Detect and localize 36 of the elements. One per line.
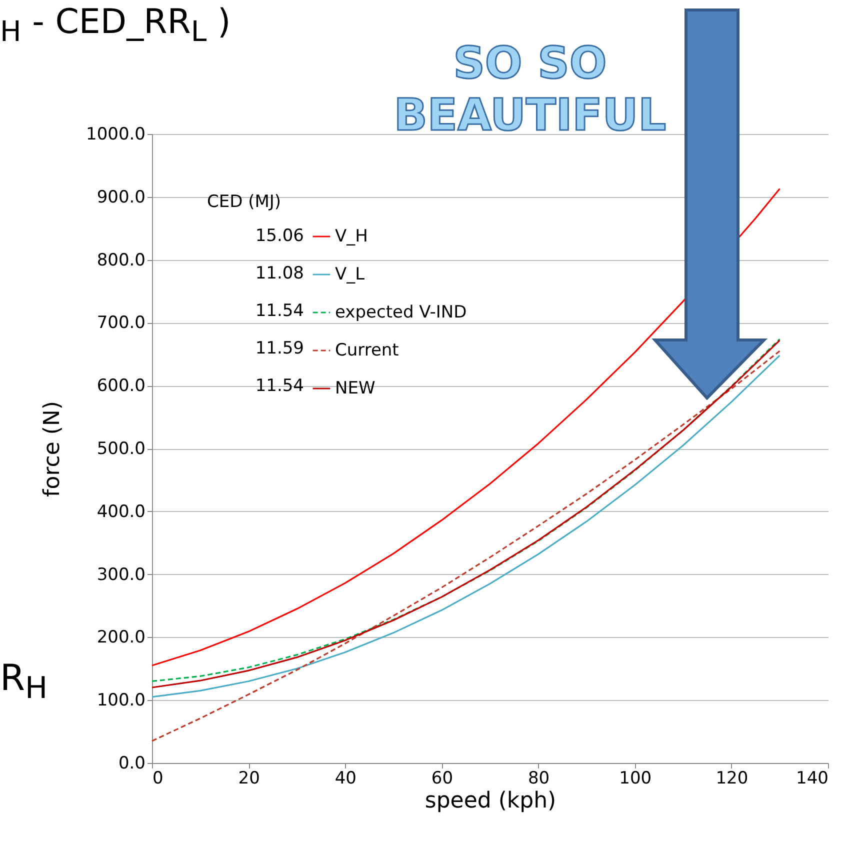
legend-label: Current — [335, 340, 400, 360]
legend-label: V_L — [335, 264, 366, 284]
annotation: SO SO BEAUTIFUL — [392, 38, 668, 142]
legend-title: CED (MJ) — [207, 192, 282, 212]
x-tick-label: 80 — [528, 768, 550, 788]
y-tick-label: 500.0 — [96, 439, 146, 459]
x-tick-label: 140 — [796, 768, 828, 788]
x-tick-label: 40 — [334, 768, 356, 788]
x-tick-label: 100 — [619, 768, 652, 788]
x-tick-label: 0 — [152, 768, 164, 788]
line-series — [151, 188, 781, 666]
y-tick-label: 200.0 — [96, 628, 146, 648]
x-tick-label: 20 — [238, 768, 260, 788]
text: R$_{H}$ — [0, 658, 48, 706]
legend-label: expected V-IND — [335, 302, 467, 322]
y-tick-label: 900.0 — [96, 187, 146, 208]
annotation: 11.59 — [255, 338, 304, 358]
legend-label: NEW — [335, 378, 376, 398]
x-tick-label: 60 — [431, 768, 454, 788]
annotation: 15.06 — [255, 226, 304, 246]
x-axis-title: speed (kph) — [424, 788, 556, 814]
y-tick-label: 300.0 — [96, 564, 146, 585]
y-tick-label: 1000.0 — [86, 124, 146, 144]
chart-title: $_{H}$ - CED_RR$_{L}$ ) — [0, 2, 231, 48]
y-tick-label: 700.0 — [96, 313, 146, 334]
y-tick-label: 600.0 — [96, 376, 146, 396]
y-tick-label: 400.0 — [96, 502, 146, 522]
annotation: 11.54 — [255, 376, 304, 396]
y-axis-title: force (N) — [40, 400, 66, 498]
annotation: 11.54 — [255, 301, 304, 321]
x-tick-label: 120 — [716, 768, 748, 788]
y-tick-label: 800.0 — [96, 250, 146, 270]
y-tick-label: 100.0 — [96, 690, 146, 711]
annotation: 11.08 — [255, 264, 304, 284]
legend-label: V_H — [335, 226, 368, 246]
y-tick-label: 0.0 — [118, 754, 146, 774]
